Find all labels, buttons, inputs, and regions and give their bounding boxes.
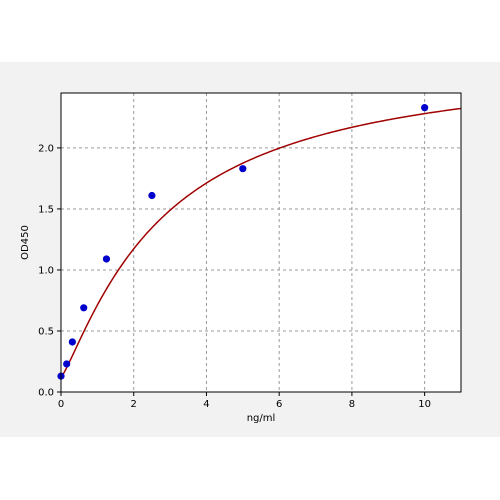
x-axis-label: ng/ml	[247, 413, 276, 424]
y-tick-label: 1.5	[38, 204, 54, 215]
data-point	[68, 338, 76, 346]
standard-curve-chart: 0 2 4 6 8 10 0.0 0.5 1.0 1.5 2.0 ng/ml OD450	[20, 92, 462, 424]
data-point	[148, 191, 156, 200]
plot-area	[61, 93, 461, 392]
y-axis-label: OD450	[20, 225, 31, 260]
y-tick-label: 0.5	[38, 326, 54, 337]
data-point	[102, 255, 111, 263]
y-tick-label: 1.0	[38, 265, 54, 276]
data-points	[57, 104, 429, 380]
x-tick-label: 0	[58, 399, 64, 410]
x-tick-label: 4	[203, 399, 209, 410]
x-tick-label: 8	[349, 399, 355, 410]
data-point	[80, 304, 88, 312]
data-point	[239, 165, 247, 173]
chart-figure: 0 2 4 6 8 10 0.0 0.5 1.0 1.5 2.0 ng/ml OD450	[0, 62, 500, 437]
x-tick-label: 6	[276, 399, 282, 410]
data-point	[421, 104, 429, 112]
x-tick-label: 10	[418, 399, 431, 410]
fit-curve	[60, 107, 462, 378]
plot-border	[60, 92, 462, 393]
data-point	[63, 360, 71, 368]
x-axis-ticks: 0 2 4 6 8 10	[58, 392, 431, 410]
y-axis-ticks: 0.0 0.5 1.0 1.5 2.0	[38, 143, 61, 399]
y-tick-label: 0.0	[38, 388, 54, 399]
x-tick-label: 2	[131, 399, 137, 410]
y-tick-label: 2.0	[38, 143, 54, 154]
